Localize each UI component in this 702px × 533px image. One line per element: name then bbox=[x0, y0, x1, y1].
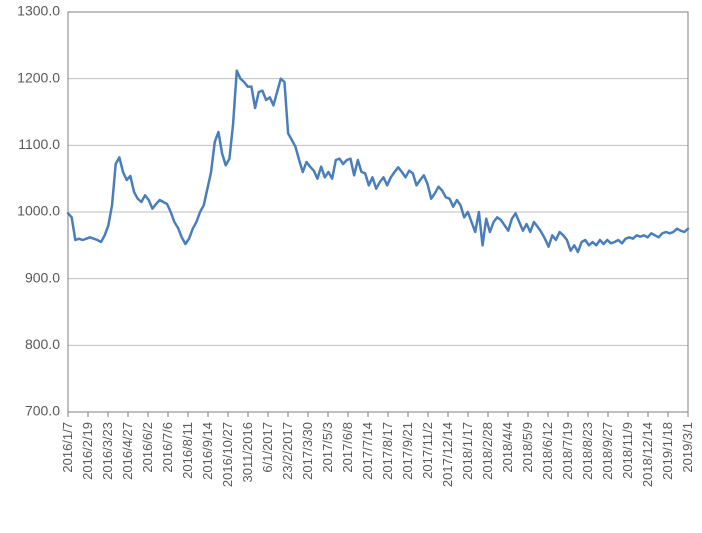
x-tick-label: 3011/2016 bbox=[240, 422, 255, 483]
x-tick-label: 2018/7/19 bbox=[560, 422, 575, 480]
x-tick-label: 2016/4/27 bbox=[120, 422, 135, 480]
y-tick-label: 900.0 bbox=[25, 269, 60, 285]
x-tick-label: 2017/7/14 bbox=[360, 422, 375, 480]
x-tick-label: 2016/7/6 bbox=[160, 422, 175, 473]
x-tick-label: 2016/6/2 bbox=[140, 422, 155, 473]
y-tick-label: 1100.0 bbox=[18, 136, 60, 152]
x-tick-label: 2016/1/7 bbox=[60, 422, 75, 473]
x-tick-label: 2017/3/30 bbox=[300, 422, 315, 480]
x-tick-label: 2018/11/9 bbox=[620, 422, 635, 479]
x-tick-label: 2018/12/14 bbox=[640, 422, 655, 487]
chart-container: 700.0 800.0 900.0 1000.0 1100.0 1200.0 1300.0 2… bbox=[0, 0, 702, 533]
y-tick-label: 800.0 bbox=[25, 336, 60, 352]
x-tick-label: 2019/3/1 bbox=[680, 422, 695, 473]
x-tick-label: 2017/11/2 bbox=[420, 422, 435, 479]
x-tick-label: 2018/1/17 bbox=[460, 422, 475, 480]
x-tick-label: 2016/2/19 bbox=[80, 422, 95, 480]
x-tick-label: 2016/8/11 bbox=[180, 422, 195, 479]
y-tick-label: 700.0 bbox=[25, 403, 60, 419]
x-tick-label: 2019/1/18 bbox=[660, 422, 675, 480]
x-tick-label: 2017/8/17 bbox=[380, 422, 395, 480]
x-tick-label: 2018/2/28 bbox=[480, 422, 495, 480]
x-tick-label: 2017/12/14 bbox=[440, 422, 455, 487]
x-tick-label: 2018/9/27 bbox=[600, 422, 615, 480]
x-tick-label: 2016/9/14 bbox=[200, 422, 215, 480]
x-tick-label: 2018/4/4 bbox=[500, 422, 515, 473]
x-tick-label: 2016/10/27 bbox=[220, 422, 235, 487]
x-tick-label: 2017/6/8 bbox=[340, 422, 355, 473]
y-tick-label: 1300.0 bbox=[17, 3, 60, 19]
x-tick-label: 2018/5/9 bbox=[520, 422, 535, 473]
x-tick-label: 2016/3/23 bbox=[100, 422, 115, 480]
x-tick-label: 2017/5/3 bbox=[320, 422, 335, 473]
y-tick-label: 1200.0 bbox=[17, 69, 60, 85]
x-tick-label: 2017/9/21 bbox=[400, 422, 415, 480]
x-tick-label: 2018/8/23 bbox=[580, 422, 595, 480]
line-chart: 700.0 800.0 900.0 1000.0 1100.0 1200.0 1300.0 2… bbox=[0, 0, 702, 533]
x-tick-label: 23/2/2017 bbox=[280, 422, 295, 480]
x-tick-label: 6/1/2017 bbox=[260, 422, 275, 473]
y-tick-label: 1000.0 bbox=[17, 203, 60, 219]
x-tick-label: 2018/6/12 bbox=[540, 422, 555, 480]
